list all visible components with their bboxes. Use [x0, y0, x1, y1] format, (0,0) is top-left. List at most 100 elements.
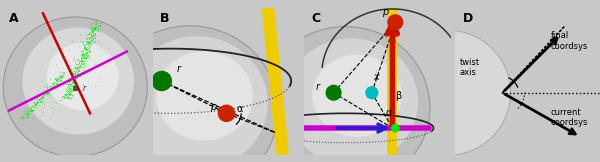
Point [41, 94, 50, 97]
Point [42, 87, 52, 90]
Point [67, 78, 76, 81]
Point [67, 93, 76, 96]
Point [51, 80, 61, 82]
Point [86, 33, 96, 36]
Point [77, 58, 87, 61]
Point [68, 85, 77, 88]
Point [68, 74, 78, 76]
Point [76, 60, 85, 62]
Point [55, 75, 65, 77]
Point [91, 33, 100, 36]
Point [19, 117, 29, 119]
Point [73, 72, 83, 75]
Point [62, 94, 72, 97]
Point [70, 84, 80, 87]
Point [73, 58, 82, 61]
Point [76, 63, 85, 66]
Point [64, 85, 73, 87]
Point [84, 50, 94, 53]
Point [85, 30, 95, 33]
Point [37, 101, 47, 104]
Point [86, 42, 95, 44]
Point [90, 40, 100, 43]
Point [85, 56, 94, 59]
Text: α: α [237, 104, 243, 114]
Point [43, 92, 52, 94]
Point [64, 94, 74, 96]
Point [43, 89, 52, 92]
Point [68, 76, 78, 79]
Point [104, 46, 114, 49]
Point [77, 59, 86, 62]
Point [53, 77, 62, 79]
Point [17, 117, 27, 119]
Point [23, 116, 32, 119]
Point [68, 89, 77, 92]
Point [72, 63, 82, 65]
Point [76, 57, 86, 60]
Point [92, 21, 101, 24]
Point [79, 72, 89, 75]
Point [37, 114, 47, 116]
Point [51, 79, 61, 82]
Ellipse shape [101, 26, 278, 162]
Point [25, 112, 35, 115]
Point [86, 27, 95, 30]
Point [65, 94, 75, 97]
Point [65, 78, 74, 81]
Point [54, 78, 64, 81]
Point [88, 29, 97, 31]
Point [23, 113, 32, 116]
Point [64, 81, 74, 84]
Point [90, 27, 100, 30]
Point [29, 104, 39, 107]
Point [71, 77, 80, 80]
Point [95, 22, 104, 25]
Point [66, 74, 76, 77]
Point [20, 110, 30, 112]
Point [35, 116, 44, 118]
Point [83, 47, 92, 50]
Point [86, 28, 96, 31]
Point [65, 78, 75, 81]
Point [91, 32, 100, 34]
Point [61, 87, 71, 90]
Point [38, 96, 47, 99]
Point [70, 76, 79, 79]
Point [54, 36, 64, 39]
Text: B: B [160, 12, 170, 25]
Point [72, 77, 82, 79]
Point [69, 56, 79, 58]
Point [71, 74, 81, 77]
Point [77, 60, 86, 63]
Point [48, 82, 58, 85]
Point [44, 94, 54, 96]
Point [25, 109, 35, 111]
Point [73, 73, 82, 76]
Point [85, 40, 94, 43]
Point [79, 62, 88, 64]
Point [46, 107, 56, 109]
Text: p: p [211, 102, 217, 112]
Point [41, 92, 51, 94]
Point [63, 87, 73, 89]
Point [47, 86, 57, 89]
Point [57, 74, 67, 76]
Point [64, 81, 74, 84]
Point [85, 32, 95, 35]
Point [37, 100, 47, 103]
Point [56, 74, 66, 77]
Point [73, 57, 82, 60]
Point [28, 105, 37, 108]
Point [87, 29, 97, 31]
Point [67, 80, 77, 82]
Point [67, 84, 76, 87]
Point [82, 37, 91, 40]
Point [69, 74, 79, 76]
Point [22, 114, 31, 117]
Point [59, 83, 68, 86]
Point [47, 86, 57, 88]
Point [84, 50, 94, 52]
Point [88, 28, 97, 30]
Point [86, 36, 95, 39]
